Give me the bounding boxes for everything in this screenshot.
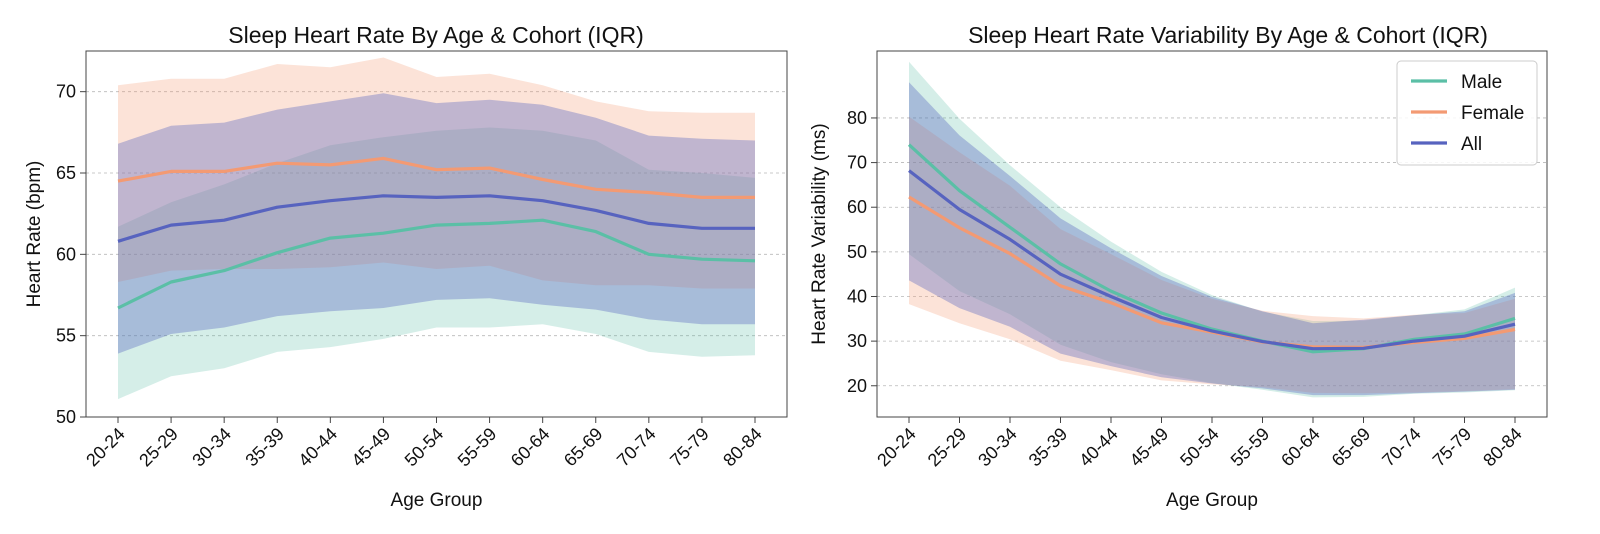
x-tick-label: 30-34 [188,424,235,471]
median-line-all [908,169,1516,351]
iqr-band-male [118,127,755,400]
iqr-band-all [909,82,1515,396]
x-tick-label: 30-34 [974,424,1021,471]
x-tick-label: 25-29 [135,424,182,471]
x-tick-label: 70-74 [1378,424,1425,471]
y-tick-label: 70 [56,82,76,102]
y-tick-label: 70 [847,153,867,173]
iqr-band-all [118,93,755,354]
x-tick-label: 75-79 [666,424,713,471]
x-tick-label: 55-59 [454,424,501,471]
x-tick-label: 35-39 [241,424,288,471]
x-tick-label: 80-84 [1479,424,1526,471]
x-tick-label: 40-44 [1075,424,1122,471]
median-line-female [117,156,755,199]
y-tick-label: 55 [56,326,76,346]
y-tick-label: 80 [847,108,867,128]
x-tick-label: 60-64 [507,424,554,471]
x-axis-label: Age Group [1166,490,1258,511]
x-tick-label: 55-59 [1227,424,1274,471]
x-tick-label: 50-54 [1176,424,1223,471]
legend-label-male: Male [1461,72,1502,93]
legend-box [1396,60,1538,166]
median-line-male [117,218,756,310]
y-tick-label: 50 [847,242,867,262]
x-tick-label: 80-84 [719,424,766,471]
y-tick-label: 40 [847,286,867,306]
y-tick-label: 20 [847,376,867,396]
y-tick-label: 60 [56,244,76,264]
median-line-all [117,194,755,243]
median-line-male [907,143,1516,354]
x-tick-label: 65-69 [1328,424,1375,471]
y-axis-label: Heart Rate (bpm) [24,161,45,308]
x-tick-label: 45-49 [348,424,395,471]
x-tick-label: 75-79 [1429,424,1476,471]
hrv-chart: 20 30 40 50 60 70 80 20-24 25-29 30-34 35-39 40-44 4… [809,22,1548,511]
x-tick-label: 70-74 [613,424,660,471]
legend: Male Female All [1396,60,1538,166]
chart-title: Sleep Heart Rate By Age & Cohort (IQR) [228,22,643,48]
legend-label-all: All [1461,134,1482,155]
x-tick-label: 25-29 [924,424,971,471]
x-tick-label: 45-49 [1126,424,1173,471]
y-tick-label: 60 [847,197,867,217]
x-tick-label: 65-69 [560,424,607,471]
y-tick-label: 30 [847,331,867,351]
chart-title: Sleep Heart Rate Variability By Age & Co… [968,22,1488,48]
x-tick-label: 20-24 [82,424,129,471]
iqr-band-male [909,61,1515,398]
y-axis-label: Heart Rate Variability (ms) [809,123,830,344]
heart-rate-chart: 50 55 60 65 70 20-24 25-29 30-34 35-39 40-44 45-49… [24,22,788,511]
y-tick-label: 65 [56,163,76,183]
y-tick-label: 50 [56,407,76,427]
legend-label-female: Female [1461,103,1524,124]
x-tick-label: 20-24 [873,424,920,471]
x-tick-label: 40-44 [294,424,341,471]
x-tick-label: 60-64 [1277,424,1324,471]
x-tick-label: 35-39 [1025,424,1072,471]
x-tick-label: 50-54 [401,424,448,471]
x-axis-label: Age Group [391,490,483,511]
iqr-band-female [909,116,1515,394]
